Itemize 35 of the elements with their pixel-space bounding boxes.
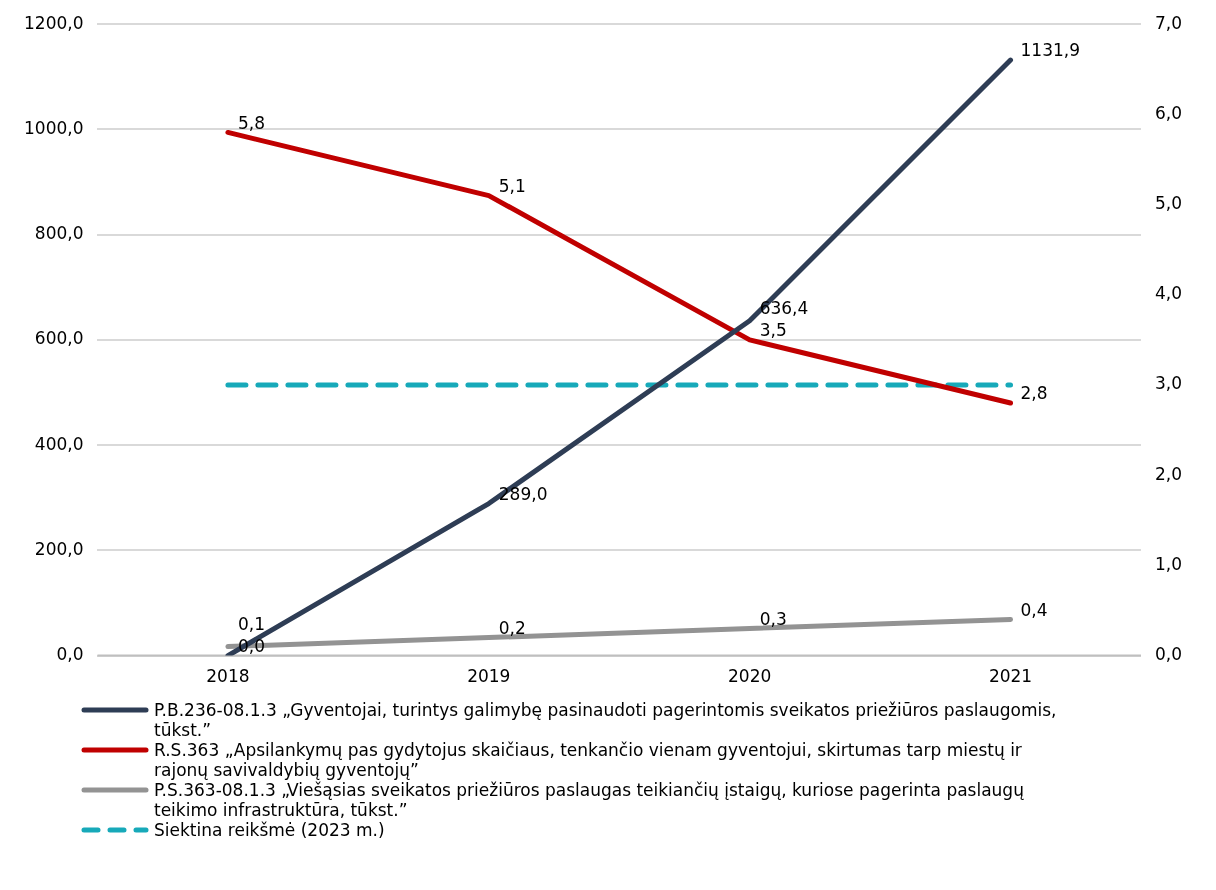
legend-label: Siektina reikšmė (2023 m.) bbox=[154, 820, 386, 840]
y2-tick-label: 1,0 bbox=[1154, 553, 1183, 574]
legend-label: P.B.236-08.1.3 „Gyventojai, turintys galimybę pasinaudoti pagerintomis sveikatos priežiūros paslaugomis, tūkst.” bbox=[154, 700, 1058, 740]
x-tick-label: 2021 bbox=[988, 666, 1033, 687]
data-label: 0,1 bbox=[237, 614, 265, 635]
x-tick-label: 2020 bbox=[728, 666, 772, 687]
y-tick-label: 400,0 bbox=[34, 433, 84, 454]
y-tick-label: 1200,0 bbox=[24, 12, 84, 33]
data-label: 5,1 bbox=[498, 176, 526, 196]
data-label: 3,5 bbox=[759, 320, 787, 341]
data-label: 0,3 bbox=[759, 608, 787, 629]
y-tick-label: 200,0 bbox=[34, 538, 84, 559]
data-label: 0,2 bbox=[498, 617, 526, 638]
data-label: 2,8 bbox=[1020, 383, 1048, 404]
y2-tick-label: 0,0 bbox=[1154, 644, 1183, 665]
y2-tick-label: 5,0 bbox=[1154, 193, 1183, 214]
legend-label: P.S.363-08.1.3 „Viešąsias sveikatos priežiūros paslaugas teikiančių įstaigų, kuriose pagerinta paslaugų teikimo infrastruktūra, tūkst.” bbox=[154, 780, 1025, 820]
legend-label: R.S.363 „Apsilankymų pas gydytojus skaičiaus, tenkančio vienam gyventojui, skirtumas tarp miestų ir rajonų savivaldybių gyventojų” bbox=[154, 740, 1023, 780]
y-tick-label: 800,0 bbox=[34, 223, 84, 244]
data-label: 5,8 bbox=[237, 112, 265, 133]
y-tick-label: 1000,0 bbox=[24, 117, 84, 138]
y-tick-label: 0,0 bbox=[56, 644, 84, 665]
data-label: 0,0 bbox=[237, 636, 265, 657]
data-label: 0,4 bbox=[1020, 599, 1048, 620]
x-tick-label: 2018 bbox=[206, 666, 250, 687]
data-label: 636,4 bbox=[759, 298, 809, 319]
y2-tick-label: 4,0 bbox=[1154, 283, 1183, 304]
y2-tick-label: 6,0 bbox=[1154, 102, 1183, 123]
data-label: 1131,9 bbox=[1020, 40, 1081, 61]
y-tick-label: 600,0 bbox=[34, 328, 84, 349]
y2-tick-label: 7,0 bbox=[1154, 12, 1183, 33]
y2-tick-label: 3,0 bbox=[1154, 373, 1183, 394]
data-label: 289,0 bbox=[498, 483, 548, 504]
y2-tick-label: 2,0 bbox=[1154, 463, 1183, 484]
x-tick-label: 2019 bbox=[467, 666, 511, 687]
